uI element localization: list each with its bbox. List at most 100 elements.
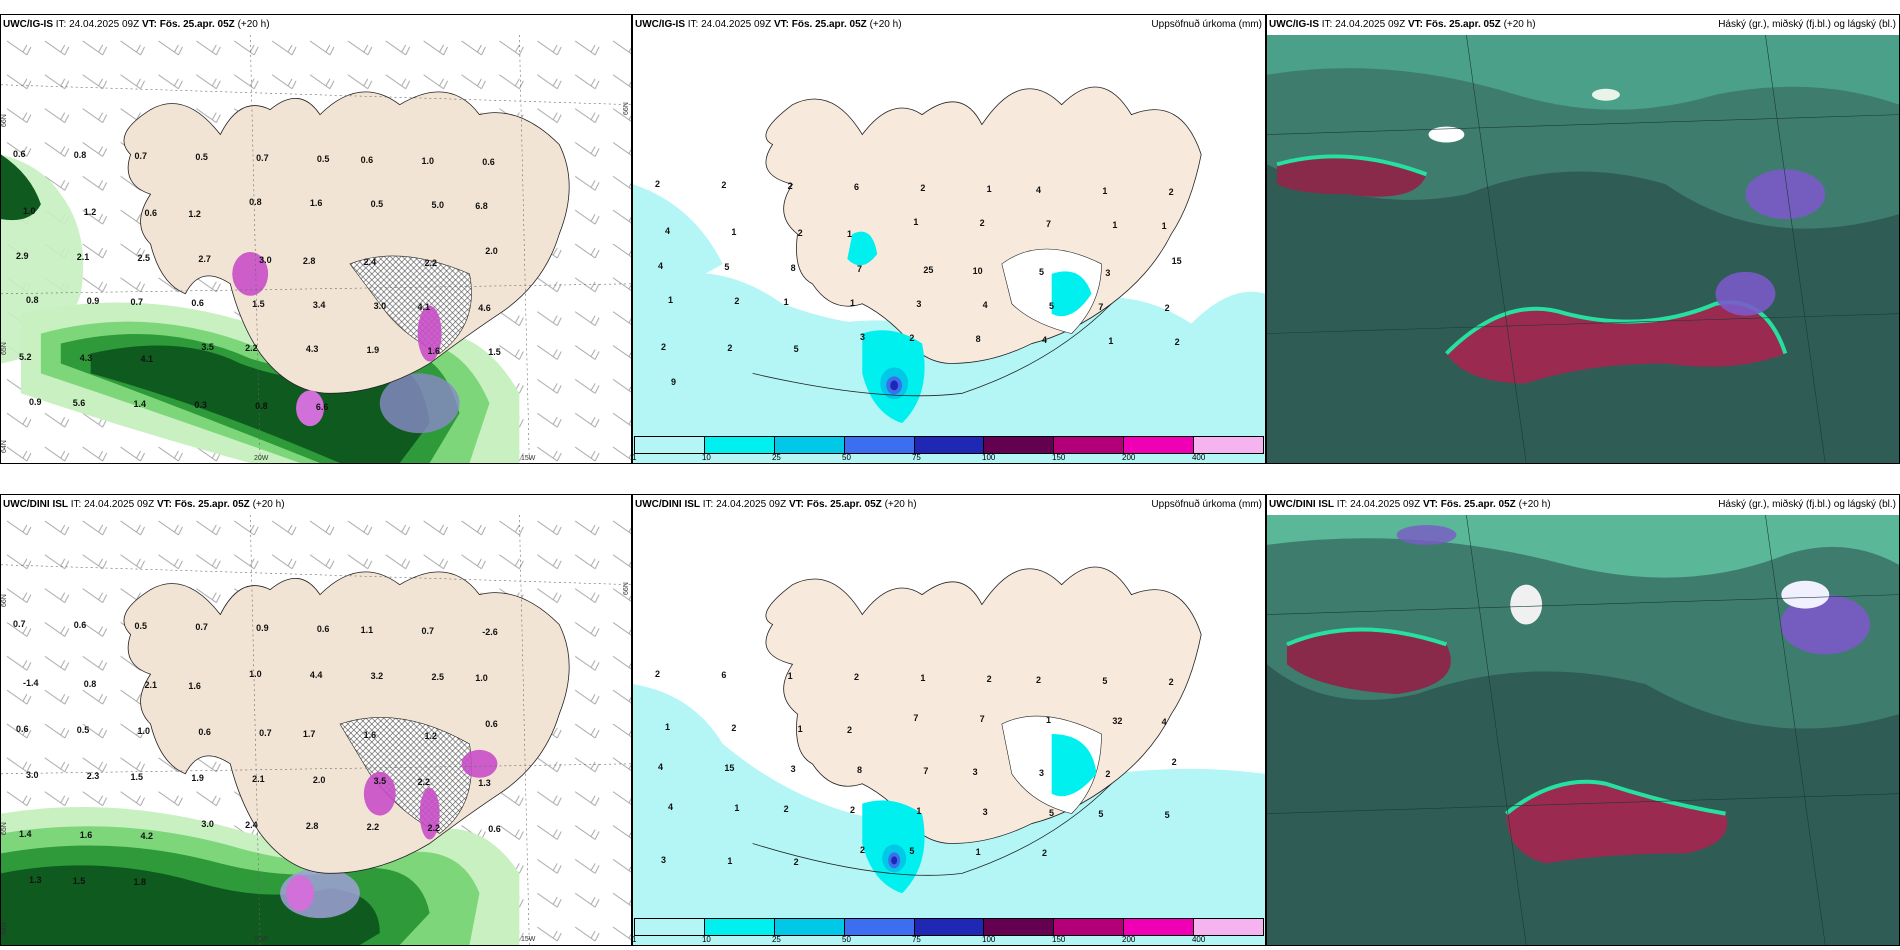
- init-time: IT: 24.04.2025 09Z: [1336, 499, 1421, 510]
- lat-label-64: 64N: [1, 922, 8, 935]
- legend-tick: 1: [632, 935, 637, 944]
- graticule: [1, 35, 631, 463]
- graticule: [1, 515, 631, 945]
- lat-label-65: 65N: [1, 822, 8, 835]
- legend-tick: 25: [771, 453, 781, 462]
- legend-ticks: 1 10 25 50 75 100 150 200 400: [633, 453, 1264, 463]
- map-canvas: [1, 35, 631, 463]
- lat-label-66: 66N: [1, 114, 8, 127]
- valid-time-label: VT:: [141, 19, 157, 30]
- legend-swatches: [634, 918, 1264, 936]
- lead-time: (+20 h): [252, 499, 285, 510]
- legend-swatch: [984, 437, 1055, 453]
- legend-tick: 75: [911, 935, 921, 944]
- model-name: UWC/DINI ISL: [3, 499, 68, 510]
- legend-swatch: [844, 437, 915, 453]
- panel-ig-temperature: UWC/IG-IS IT: 24.04.2025 09Z VT: Fös. 25…: [0, 14, 632, 464]
- precip-legend: 1 10 25 50 75 100 150 200 400: [632, 918, 1264, 945]
- panel-dini-clouds: UWC/DINI ISL IT: 24.04.2025 09Z VT: Fös.…: [1266, 494, 1900, 946]
- panel-dini-temperature: UWC/DINI ISL IT: 24.04.2025 09Z VT: Fös.…: [0, 494, 632, 946]
- lead-time: (+20 h): [869, 19, 902, 30]
- legend-swatch: [635, 919, 705, 935]
- legend-swatch: [1124, 919, 1195, 935]
- legend-swatch: [1054, 919, 1125, 935]
- valid-time: Fös. 25.apr. 05Z: [1440, 499, 1516, 510]
- map-temperature-ig: [1, 35, 631, 463]
- lon-label-15w: 15W: [521, 936, 536, 943]
- legend-swatch: [704, 437, 775, 453]
- field-title: Uppsöfnuð úrkoma (mm): [1151, 19, 1262, 30]
- legend-swatch: [774, 437, 845, 453]
- legend-tick: 50: [842, 935, 851, 944]
- map-canvas: [1, 515, 631, 945]
- valid-time: Fös. 25.apr. 05Z: [806, 499, 882, 510]
- legend-swatch: [774, 919, 845, 935]
- model-name: UWC/IG-IS: [635, 19, 685, 30]
- init-time: IT: 24.04.2025 09Z: [70, 499, 155, 510]
- valid-time-label: VT:: [156, 499, 172, 510]
- lead-time: (+20 h): [1518, 499, 1551, 510]
- legend-swatch: [635, 437, 705, 453]
- legend-tick: 10: [701, 453, 711, 462]
- valid-time: Fös. 25.apr. 05Z: [1425, 19, 1501, 30]
- init-time: IT: 24.04.2025 09Z: [687, 19, 772, 30]
- lead-time: (+20 h): [884, 499, 917, 510]
- legend-tick: 75: [911, 453, 921, 462]
- legend-swatch: [1194, 919, 1264, 935]
- map-precip-ig: [633, 35, 1265, 463]
- field-title: Háský (gr.), miðský (fj.bl.) og lágský (…: [1718, 19, 1896, 30]
- map-canvas: [1267, 35, 1899, 463]
- legend-ticks: 1 10 25 50 75 100 150 200 400: [632, 935, 1264, 945]
- lat-label-65: 65N: [1, 342, 8, 355]
- panel-header: UWC/IG-IS IT: 24.04.2025 09Z VT: Fös. 25…: [1267, 15, 1899, 35]
- legend-tick: 150: [1052, 935, 1066, 944]
- legend-tick: 400: [1191, 453, 1206, 462]
- legend-swatches: [634, 436, 1264, 454]
- map-canvas: [633, 35, 1265, 463]
- lon-label-20w: 20W: [254, 455, 269, 462]
- lat-label-66-east: 66N: [623, 102, 630, 115]
- init-time: IT: 24.04.2025 09Z: [55, 19, 140, 30]
- panel-dini-precipitation: UWC/DINI ISL IT: 24.04.2025 09Z VT: Fös.…: [632, 494, 1266, 946]
- legend-tick: 25: [771, 935, 781, 944]
- legend-swatch: [1194, 437, 1264, 453]
- model-name: UWC/DINI ISL: [1269, 499, 1334, 510]
- map-temperature-dini: [1, 515, 631, 945]
- legend-tick: 400: [1191, 935, 1206, 944]
- panel-header: UWC/IG-IS IT: 24.04.2025 09Z VT: Fös. 25…: [1, 15, 631, 35]
- lead-time: (+20 h): [1503, 19, 1536, 30]
- legend-swatch: [1054, 437, 1125, 453]
- map-canvas: [1267, 515, 1899, 945]
- init-time: IT: 24.04.2025 09Z: [702, 499, 787, 510]
- legend-swatch: [914, 919, 985, 935]
- valid-time-label: VT:: [788, 499, 804, 510]
- legend-tick: 200: [1122, 453, 1136, 462]
- lon-label-15w: 15W: [521, 455, 536, 462]
- lon-label-20w: 20W: [254, 936, 269, 943]
- field-title: Háský (gr.), miðský (fj.bl.) og lágský (…: [1718, 499, 1896, 510]
- panel-header: UWC/IG-IS IT: 24.04.2025 09Z VT: Fös. 25…: [633, 15, 1265, 35]
- legend-swatch: [1124, 437, 1195, 453]
- panel-ig-clouds: UWC/IG-IS IT: 24.04.2025 09Z VT: Fös. 25…: [1266, 14, 1900, 464]
- panel-header: UWC/DINI ISL IT: 24.04.2025 09Z VT: Fös.…: [1, 495, 631, 515]
- legend-tick: 200: [1122, 935, 1136, 944]
- legend-swatch: [914, 437, 985, 453]
- model-name: UWC/IG-IS: [1269, 19, 1319, 30]
- precip-legend: 1 10 25 50 75 100 150 200 400: [633, 436, 1264, 463]
- legend-tick: 100: [982, 453, 996, 462]
- valid-time-label: VT:: [1407, 19, 1423, 30]
- legend-swatch: [844, 919, 915, 935]
- valid-time-label: VT:: [773, 19, 789, 30]
- legend-tick: 100: [982, 935, 996, 944]
- legend-tick: 50: [842, 453, 851, 462]
- model-name: UWC/IG-IS: [3, 19, 53, 30]
- map-canvas: [633, 515, 1265, 945]
- map-precip-dini: [633, 515, 1265, 945]
- field-title: Uppsöfnuð úrkoma (mm): [1151, 499, 1262, 510]
- lat-label-64: 64N: [1, 440, 8, 453]
- panel-header: UWC/DINI ISL IT: 24.04.2025 09Z VT: Fös.…: [1267, 495, 1899, 515]
- legend-tick: 10: [701, 935, 711, 944]
- lead-time: (+20 h): [237, 19, 270, 30]
- model-name: UWC/DINI ISL: [635, 499, 700, 510]
- lat-label-66-east: 66N: [623, 582, 630, 595]
